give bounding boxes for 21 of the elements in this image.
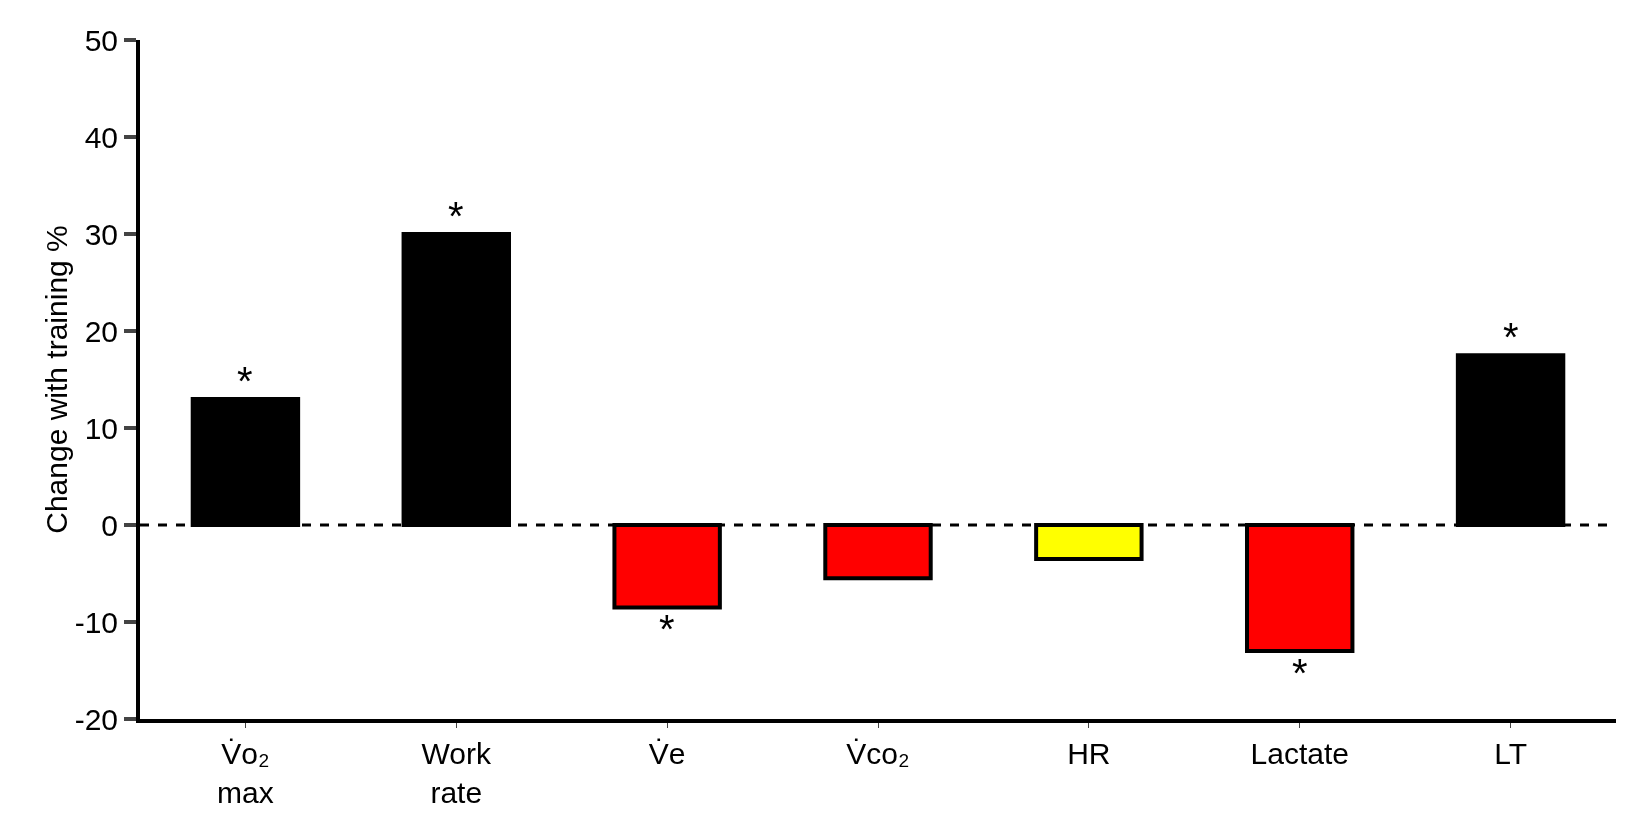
annotation: * xyxy=(237,359,253,403)
y-tick-label: -10 xyxy=(74,605,118,639)
y-tick-label: 30 xyxy=(84,217,118,251)
y-tick-label: -20 xyxy=(74,702,118,736)
y-tick-label: 20 xyxy=(84,314,118,348)
x-tick-label: V̇co₂ xyxy=(846,737,910,770)
x-tick-label: LT xyxy=(1494,737,1527,770)
annotation: * xyxy=(1503,315,1519,359)
x-tick-label: V̇o₂ max xyxy=(217,737,274,809)
y-tick-label: 40 xyxy=(84,120,118,154)
x-tick-label: Lactate xyxy=(1250,737,1349,770)
annotation: * xyxy=(448,194,464,238)
x-tick-label: HR xyxy=(1067,737,1111,770)
x-tick-label: Work rate xyxy=(421,737,493,809)
y-tick-label: 0 xyxy=(101,508,118,542)
annotation: * xyxy=(659,607,675,651)
y-tick-label: 50 xyxy=(84,23,118,57)
y-axis-title: Change with training % xyxy=(40,225,73,534)
annotation: * xyxy=(1292,651,1308,695)
x-tick-label: V̇e xyxy=(648,737,686,770)
y-tick-label: 10 xyxy=(84,411,118,445)
